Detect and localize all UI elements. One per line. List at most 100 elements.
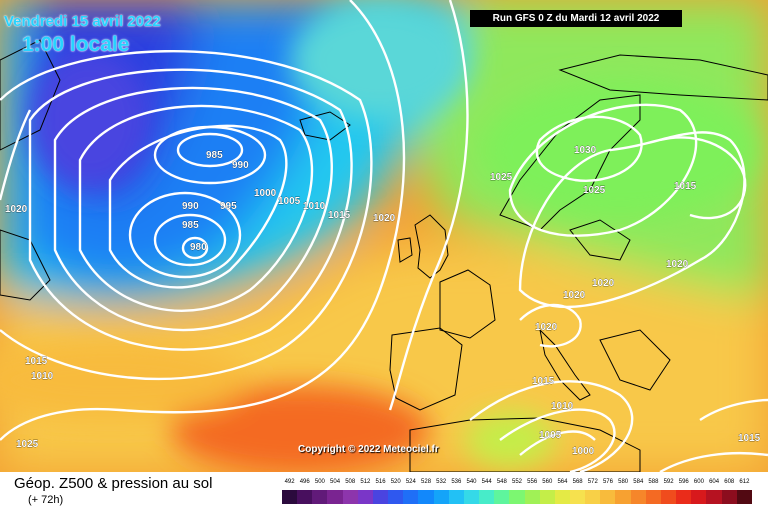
isobar-label: 1020 — [592, 278, 615, 289]
color-scale-label: 568 — [572, 479, 583, 485]
color-scale-swatch — [524, 490, 540, 504]
color-scale-swatch — [554, 490, 570, 504]
isobar-label: 1015 — [738, 433, 761, 444]
isobar-label: 1025 — [583, 185, 606, 196]
color-scale-swatch — [448, 490, 464, 504]
isobar-label: 1020 — [535, 322, 558, 333]
color-scale-label: 492 — [284, 479, 295, 485]
forecast-date: Vendredi 15 avril 2022 — [4, 13, 161, 30]
isobar-1025-east — [508, 103, 698, 237]
isobar-label: 1015 — [532, 376, 555, 387]
color-scale-label: 548 — [496, 479, 507, 485]
color-scale-label: 556 — [527, 479, 538, 485]
color-scale-label: 564 — [557, 479, 568, 485]
isobar-990-low — [128, 191, 242, 279]
isobar-label: 1015 — [674, 181, 697, 192]
isobar-995 — [108, 124, 288, 289]
isobar-label: 1005 — [539, 430, 562, 441]
isobar-label: 1015 — [25, 356, 48, 367]
legend-subtitle: (+ 72h) — [28, 494, 64, 506]
color-scale-swatch — [615, 490, 631, 504]
color-scale-label: 572 — [587, 479, 598, 485]
color-scale-swatch — [630, 490, 646, 504]
color-scale-swatch — [585, 490, 601, 504]
color-scale-label: 512 — [360, 479, 371, 485]
isobar-label: 1000 — [254, 188, 277, 199]
color-scale-swatch — [433, 490, 449, 504]
color-scale-swatch — [312, 490, 328, 504]
coast-british-isles — [414, 214, 449, 279]
color-scale-label: 504 — [330, 479, 341, 485]
isobar-label: 1030 — [574, 145, 597, 156]
isobar-label: 985 — [206, 150, 223, 161]
color-scale-label: 604 — [709, 479, 720, 485]
coastlines — [0, 39, 768, 472]
isobar-label: 1020 — [373, 213, 396, 224]
copyright-notice: Copyright © 2022 Meteociel.fr — [298, 444, 439, 455]
color-scale-label: 584 — [633, 479, 644, 485]
color-scale-label: 536 — [451, 479, 462, 485]
isobar-label: 1015 — [328, 210, 351, 221]
coast-iceland — [299, 111, 351, 141]
color-scale-label: 600 — [693, 479, 704, 485]
coast-balkans — [599, 329, 671, 391]
color-scale-swatch — [327, 490, 343, 504]
geopotential-field — [0, 0, 768, 472]
isobar-label: 1000 — [572, 446, 595, 457]
isobar-label: 985 — [182, 220, 199, 231]
isobar-985-north — [176, 132, 244, 168]
color-scale-swatch — [297, 490, 313, 504]
isobar-1025 — [388, 0, 469, 411]
color-scale-labels: 492 496 500 504 508 512 516 520 524 528 532 536 540 5… — [282, 479, 752, 488]
isobar-1000 — [78, 104, 314, 312]
isobar-1015 — [0, 49, 373, 381]
legend-title: Géop. Z500 & pression au sol — [14, 475, 213, 492]
color-scale-swatch — [418, 490, 434, 504]
coast-ireland — [397, 237, 413, 263]
coast-baltic — [569, 219, 631, 261]
color-scale-swatch — [357, 490, 373, 504]
isobar-1020-east — [518, 131, 746, 308]
color-scale-swatch — [463, 490, 480, 504]
color-scale-bar — [282, 490, 752, 504]
isobar-label: 980 — [190, 242, 207, 253]
color-scale-swatch — [479, 490, 495, 504]
color-scale-label: 500 — [314, 479, 325, 485]
color-scale-swatch — [645, 490, 661, 504]
isobar-1005-med — [519, 430, 596, 456]
color-scale-swatch — [691, 490, 707, 504]
color-scale-label: 552 — [511, 479, 522, 485]
color-scale-label: 524 — [405, 479, 416, 485]
color-scale-swatch — [539, 490, 555, 504]
isobar-1015-east — [659, 136, 747, 220]
isobar-label: 1010 — [303, 201, 326, 212]
isobar-1010 — [28, 68, 353, 351]
isobar-label: 1010 — [551, 401, 574, 412]
isobars — [0, 0, 768, 472]
forecast-local-time: 1:00 locale — [22, 33, 130, 56]
isobar-980 — [181, 236, 209, 260]
coast-north-africa — [409, 417, 641, 472]
isobar-1005 — [53, 86, 333, 332]
run-info-banner: Run GFS 0 Z du Mardi 12 avril 2022 — [470, 10, 682, 27]
color-scale-label: 596 — [678, 479, 689, 485]
color-scale-label: 528 — [421, 479, 432, 485]
color-scale-label: 540 — [466, 479, 477, 485]
coast-france — [439, 269, 496, 339]
isobar-label: 1020 — [666, 259, 689, 270]
isobar-label: 990 — [232, 160, 249, 171]
isobar-label: 995 — [220, 201, 237, 212]
isobar-985-low — [153, 213, 227, 267]
color-scale-label: 612 — [739, 479, 750, 485]
color-scale-label: 508 — [345, 479, 356, 485]
coast-canada — [0, 229, 51, 301]
color-scale-label: 516 — [375, 479, 386, 485]
color-scale-swatch — [342, 490, 358, 504]
isobar-1010-med — [499, 408, 616, 472]
color-scale-label: 588 — [648, 479, 659, 485]
isobar-label: 1020 — [563, 290, 586, 301]
legend-panel: Géop. Z500 & pression au sol (+ 72h) 492… — [0, 472, 768, 512]
color-scale-swatch — [676, 490, 692, 504]
isobar-1015-south — [659, 451, 768, 472]
isobar-1020-west — [0, 109, 32, 201]
